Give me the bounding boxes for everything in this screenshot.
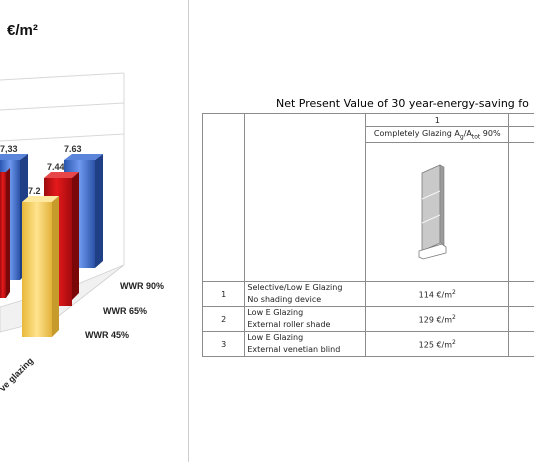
gridline bbox=[0, 72, 125, 81]
data-label-733: 7,33 bbox=[0, 144, 18, 154]
row-number: 3 bbox=[201, 331, 246, 357]
data-label-763: 7.63 bbox=[64, 144, 82, 154]
clipped-column bbox=[508, 331, 534, 357]
glazing-panel-icon bbox=[418, 164, 447, 260]
table-header-row-label: Completely Glazing Ag/Atot 90% bbox=[201, 126, 534, 143]
series-label-wwr90: WWR 90% bbox=[120, 281, 164, 291]
empty-cell bbox=[201, 113, 246, 127]
row-description: Selective/Low E Glazing No shading device bbox=[244, 281, 367, 307]
row-line2: No shading device bbox=[247, 295, 322, 304]
table-row: 2 Low E Glazing External roller shade 129… bbox=[201, 306, 534, 332]
column-number: 1 bbox=[365, 113, 510, 127]
series-label-wwr65: WWR 65% bbox=[103, 306, 147, 316]
row-value: 129 €/m2 bbox=[365, 306, 510, 332]
table-title: Net Present Value of 30 year-energy-savi… bbox=[276, 97, 529, 110]
row-value: 114 €/m2 bbox=[365, 281, 510, 307]
row-value-sup: 2 bbox=[452, 338, 456, 346]
row-line1: Low E Glazing bbox=[247, 333, 304, 342]
clipped-column bbox=[508, 306, 534, 332]
row-line2: External roller shade bbox=[247, 320, 331, 329]
energy-saving-bar-chart: €/m² 7.63 7,33 7.44 bbox=[0, 0, 189, 462]
data-label-72: 7.2 bbox=[28, 186, 41, 196]
bar-wwr45-72 bbox=[22, 196, 59, 337]
npv-table: 1 Completely Glazing Ag/Atot 90% 1 Selec… bbox=[201, 113, 534, 357]
empty-cell bbox=[244, 126, 367, 143]
data-label-744: 7.44 bbox=[47, 162, 65, 172]
clipped-column bbox=[508, 142, 534, 282]
column-header-main: Completely Glazing A bbox=[373, 128, 460, 138]
series-label-wwr45: WWR 45% bbox=[85, 330, 129, 340]
row-number: 1 bbox=[201, 281, 246, 307]
column-header: Completely Glazing Ag/Atot 90% bbox=[365, 126, 510, 143]
row-number: 2 bbox=[201, 306, 246, 332]
row-value: 125 €/m2 bbox=[365, 331, 510, 357]
column-header-sub2: tot bbox=[471, 133, 481, 141]
row-value-text: 129 €/m bbox=[418, 315, 453, 325]
table-image-row bbox=[201, 142, 534, 282]
empty-cell bbox=[244, 142, 367, 282]
category-label: ve glazing bbox=[0, 356, 35, 394]
glazing-illustration-cell bbox=[365, 142, 510, 282]
row-value-text: 114 €/m bbox=[418, 290, 453, 300]
chart-svg: €/m² 7.63 7,33 7.44 bbox=[0, 22, 164, 394]
clipped-column bbox=[508, 126, 534, 143]
row-description: Low E Glazing External venetian blind bbox=[244, 331, 367, 357]
clipped-column bbox=[508, 113, 534, 127]
clipped-column bbox=[508, 281, 534, 307]
row-line1: Low E Glazing bbox=[247, 308, 304, 317]
gridline bbox=[0, 102, 125, 111]
row-value-sup: 2 bbox=[452, 313, 456, 321]
empty-cell bbox=[244, 113, 367, 127]
row-line1: Selective/Low E Glazing bbox=[247, 283, 343, 292]
column-header-mid: /A bbox=[463, 128, 472, 138]
row-value-sup: 2 bbox=[452, 288, 456, 296]
bar-wwr65-left bbox=[0, 168, 10, 298]
gridline bbox=[0, 133, 125, 142]
column-header-sub1: g bbox=[459, 133, 464, 141]
chart-title: €/m² bbox=[7, 22, 38, 39]
table-header-row-number: 1 bbox=[201, 113, 534, 127]
empty-cell bbox=[201, 126, 246, 143]
empty-cell bbox=[201, 142, 246, 282]
row-description: Low E Glazing External roller shade bbox=[244, 306, 367, 332]
row-value-text: 125 €/m bbox=[418, 340, 453, 350]
table-row: 1 Selective/Low E Glazing No shading devi… bbox=[201, 281, 534, 307]
row-line2: External venetian blind bbox=[247, 345, 341, 354]
table-row: 3 Low E Glazing External venetian blind 1… bbox=[201, 331, 534, 357]
column-header-tail: 90% bbox=[480, 128, 501, 138]
